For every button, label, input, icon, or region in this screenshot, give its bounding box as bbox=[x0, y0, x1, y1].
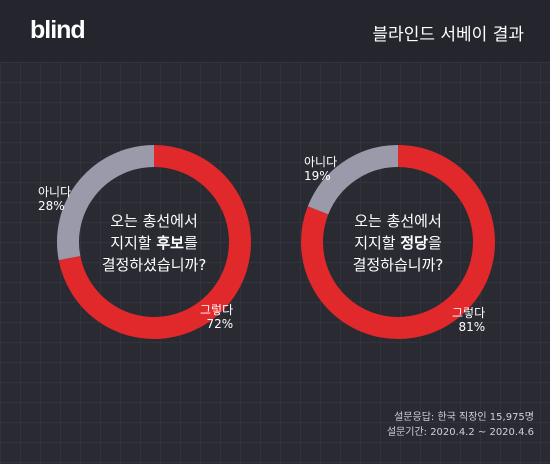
slice-label-value: 28% bbox=[38, 199, 65, 213]
survey-footer: 설문응답: 한국 직장인 15,975명 설문기간: 2020.4.2 ~ 20… bbox=[387, 410, 534, 440]
footer-respondents: 설문응답: 한국 직장인 15,975명 bbox=[394, 412, 534, 423]
slice-label-text: 아니다 bbox=[38, 185, 72, 199]
slice-label-yes-candidate: 그렇다 72% bbox=[200, 303, 233, 331]
question-emphasis: 정당 bbox=[400, 234, 428, 252]
grid-background bbox=[0, 62, 550, 464]
header-bar: blind 블라인드 서베이 결과 bbox=[0, 0, 550, 62]
blind-logo: blind bbox=[30, 16, 86, 44]
question-line-1: 오는 총선에서 bbox=[110, 212, 198, 230]
slice-label-yes-party: 그렇다 81% bbox=[452, 306, 485, 334]
donut-chart-party bbox=[301, 145, 495, 339]
survey-title: 블라인드 서베이 결과 bbox=[372, 25, 524, 45]
slice-label-no-candidate: 아니다 28% bbox=[38, 185, 71, 213]
slice-label-text: 아니다 bbox=[304, 155, 338, 169]
slice-label-text: 그렇다 bbox=[200, 303, 234, 317]
donut-slice-no bbox=[307, 145, 399, 215]
donut-chart-candidate bbox=[57, 145, 251, 339]
question-line-3: 결정하습니까? bbox=[352, 256, 444, 274]
question-line-1: 오는 총선에서 bbox=[354, 212, 442, 230]
slice-label-value: 19% bbox=[304, 169, 331, 183]
question-line-3: 결정하셨습니까? bbox=[101, 256, 207, 274]
donut-center-question-candidate: 오는 총선에서 지지할 후보를 결정하셨습니까? bbox=[69, 210, 239, 276]
slice-label-text: 그렇다 bbox=[452, 306, 486, 320]
question-line-2: 지지할 후보를 bbox=[110, 234, 198, 252]
slice-label-no-party: 아니다 19% bbox=[304, 155, 337, 183]
donut-slice-yes bbox=[58, 145, 251, 339]
question-line-2: 지지할 정당을 bbox=[354, 234, 442, 252]
donut-slice-yes bbox=[301, 145, 495, 339]
slice-label-value: 81% bbox=[458, 320, 486, 334]
slice-label-value: 72% bbox=[206, 317, 234, 331]
donut-center-question-party: 오는 총선에서 지지할 정당을 결정하습니까? bbox=[313, 210, 483, 276]
donut-slice-no bbox=[57, 145, 155, 261]
footer-period: 설문기간: 2020.4.2 ~ 2020.4.6 bbox=[386, 427, 534, 438]
question-emphasis: 후보 bbox=[156, 234, 184, 252]
